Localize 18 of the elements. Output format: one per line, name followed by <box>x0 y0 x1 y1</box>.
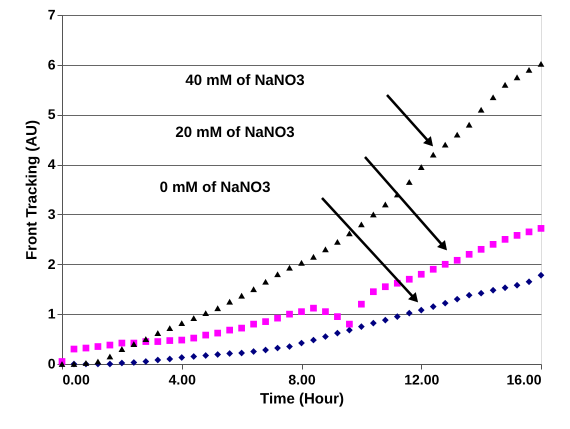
y-tick-label: 2 <box>48 256 56 272</box>
annotation: 20 mM of NaNO3 <box>175 124 295 141</box>
y-tick-label: 6 <box>48 56 56 72</box>
annotation: 0 mM of NaNO3 <box>160 179 270 196</box>
y-tick-label: 3 <box>48 206 56 222</box>
x-tick-label: 0.00 <box>62 372 90 388</box>
y-tick-label: 7 <box>48 6 56 22</box>
y-tick-label: 4 <box>48 156 56 172</box>
y-tick-label: 5 <box>48 106 56 122</box>
x-axis-title: Time (Hour) <box>260 390 344 408</box>
y-tick-label: 0 <box>48 356 56 372</box>
y-tick-label: 1 <box>48 306 56 322</box>
x-tick-label: 4.00 <box>168 372 196 388</box>
annotation: 40 mM of NaNO3 <box>185 72 305 89</box>
y-axis-title: Front Tracking (AU) <box>24 120 41 260</box>
x-tick-label: 12.00 <box>404 372 440 388</box>
x-tick-label: 16.00 <box>506 372 542 388</box>
x-tick-label: 8.00 <box>288 372 316 388</box>
